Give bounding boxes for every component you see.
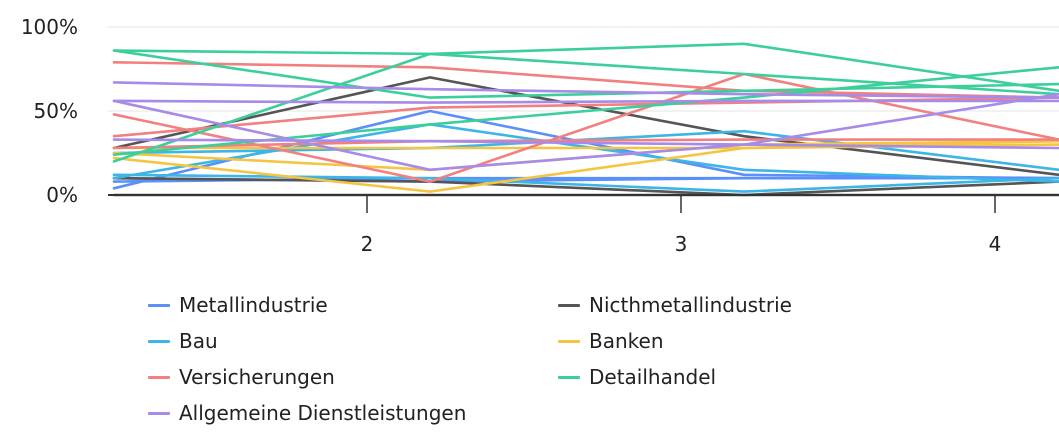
series-line bbox=[112, 72, 1059, 183]
series-line bbox=[112, 176, 1059, 197]
series-line bbox=[112, 129, 1059, 172]
series-line bbox=[112, 81, 1059, 99]
series-lines bbox=[112, 42, 1059, 197]
legend-item[interactable]: Versicherungen bbox=[148, 364, 558, 390]
series-allgemeine-dienstleistungen bbox=[112, 81, 1059, 172]
legend-label: Allgemeine Dienstleistungen bbox=[179, 401, 467, 425]
series-line bbox=[112, 138, 1059, 150]
y-tick-label: 0% bbox=[46, 183, 78, 207]
legend-item[interactable]: Banken bbox=[558, 328, 858, 354]
legend-item[interactable]: Metallindustrie bbox=[148, 292, 558, 318]
legend-label: Bau bbox=[179, 329, 218, 353]
y-tick-label: 50% bbox=[34, 99, 78, 123]
legend-item[interactable]: Allgemeine Dienstleistungen bbox=[148, 400, 558, 426]
legend-swatch bbox=[558, 375, 580, 379]
legend-label: Nicthmetallindustrie bbox=[589, 293, 792, 317]
series-line bbox=[112, 49, 1059, 99]
series-line bbox=[112, 42, 1059, 163]
legend-item[interactable]: Nicthmetallindustrie bbox=[558, 292, 858, 318]
legend-swatch bbox=[148, 375, 170, 379]
y-tick-label: 100% bbox=[21, 15, 78, 39]
legend-swatch bbox=[558, 303, 580, 307]
legend-label: Detailhandel bbox=[589, 365, 717, 389]
series-line bbox=[112, 49, 1059, 96]
x-tick-label: 2 bbox=[361, 232, 374, 256]
legend-label: Metallindustrie bbox=[179, 293, 328, 317]
x-tick-label: 3 bbox=[675, 232, 688, 256]
legend-item[interactable]: Bau bbox=[148, 328, 558, 354]
legend-swatch bbox=[148, 303, 170, 307]
legend: Metallindustrie Nicthmetallindustrie Bau Ba… bbox=[148, 292, 858, 426]
legend-swatch bbox=[148, 339, 170, 343]
series-line bbox=[112, 138, 1059, 150]
series-line bbox=[112, 76, 1059, 177]
x-tick-label: 4 bbox=[989, 232, 1002, 256]
legend-label: Banken bbox=[589, 329, 664, 353]
line-chart-svg: 0% 50% 100% 2 3 4 bbox=[21, 15, 1059, 256]
legend-label: Versicherungen bbox=[179, 365, 335, 389]
legend-swatch bbox=[148, 411, 170, 415]
legend-swatch bbox=[558, 339, 580, 343]
series-line bbox=[112, 99, 1059, 104]
series-line bbox=[112, 173, 1059, 193]
axes: 0% 50% 100% 2 3 4 bbox=[21, 15, 1059, 256]
series-line bbox=[112, 60, 1059, 99]
series-line bbox=[112, 92, 1059, 172]
legend-item[interactable]: Detailhandel bbox=[558, 364, 858, 390]
